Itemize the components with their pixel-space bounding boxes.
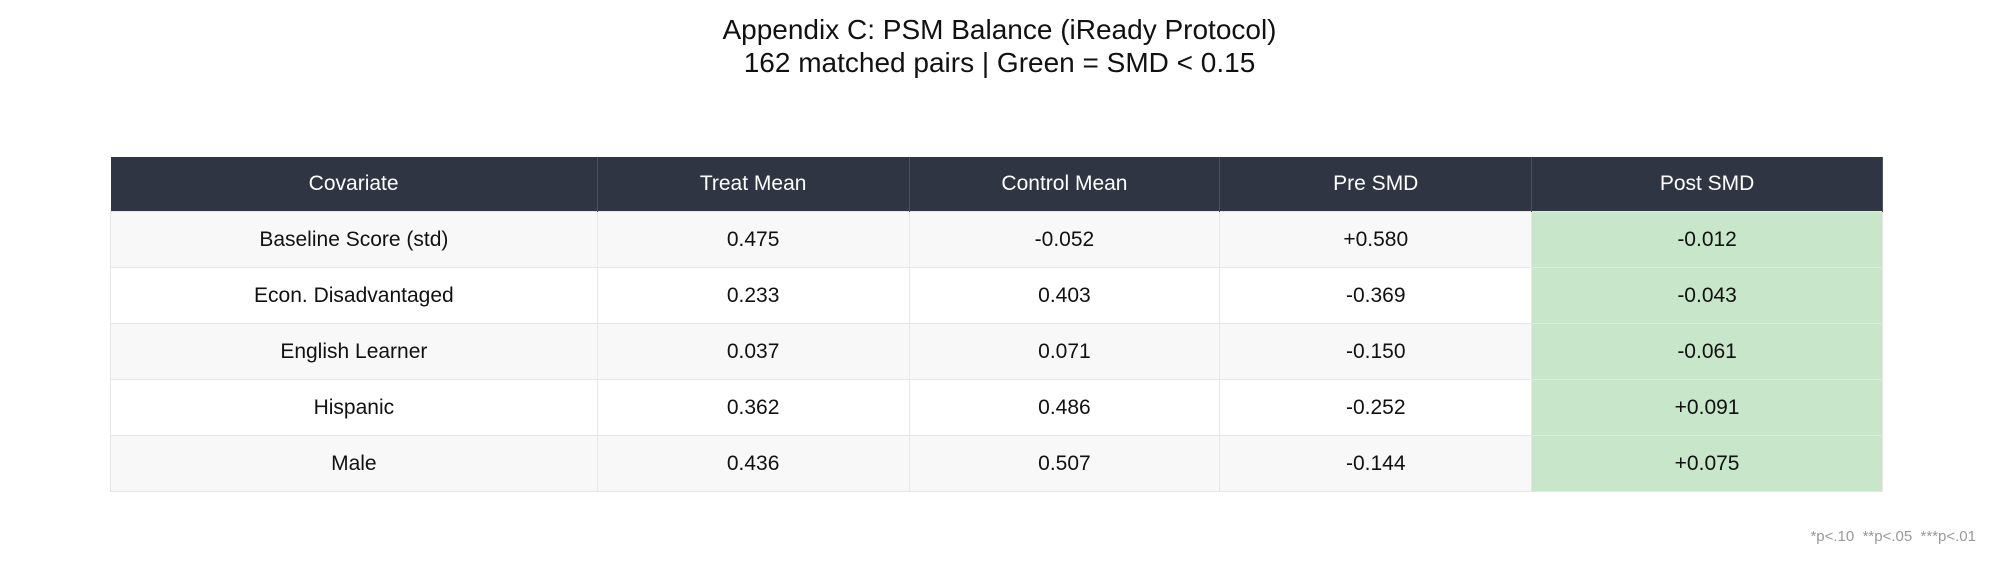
table-cell: -0.043 bbox=[1531, 267, 1883, 324]
table-cell: Baseline Score (std) bbox=[110, 211, 598, 268]
table-cell: Econ. Disadvantaged bbox=[110, 267, 598, 324]
table-cell: -0.252 bbox=[1219, 379, 1533, 436]
table-body: Baseline Score (std) 0.475 -0.052 +0.580 -0.… bbox=[110, 211, 1883, 492]
table-row: Econ. Disadvantaged 0.233 0.403 -0.369 -0.04… bbox=[110, 267, 1883, 324]
table-row: Male 0.436 0.507 -0.144 +0.075 bbox=[110, 435, 1883, 492]
table-cell: -0.369 bbox=[1219, 267, 1533, 324]
table-cell: -0.150 bbox=[1219, 323, 1533, 380]
column-header: Covariate bbox=[110, 157, 598, 212]
title: Appendix C: PSM Balance (iReady Protocol… bbox=[722, 14, 1277, 45]
column-header: Post SMD bbox=[1531, 157, 1883, 212]
footnote: *p<.10 **p<.05 ***p<.01 bbox=[1810, 528, 1976, 545]
table-cell: -0.052 bbox=[908, 211, 1221, 268]
column-header: Control Mean bbox=[909, 157, 1221, 212]
table-cell: 0.486 bbox=[908, 379, 1221, 436]
table-row: English Learner 0.037 0.071 -0.150 -0.061 bbox=[110, 323, 1883, 380]
table-cell: 0.475 bbox=[596, 211, 910, 268]
table-cell: +0.580 bbox=[1219, 211, 1533, 268]
table-cell: 0.507 bbox=[908, 435, 1221, 492]
column-header: Treat Mean bbox=[597, 157, 910, 212]
table-cell: 0.362 bbox=[596, 379, 910, 436]
table-cell: 0.403 bbox=[908, 267, 1221, 324]
table-cell: 0.037 bbox=[596, 323, 910, 380]
balance-table: Covariate Treat Mean Control Mean Pre SMD Po… bbox=[110, 157, 1883, 492]
table-cell: +0.091 bbox=[1531, 379, 1883, 436]
table-row: Baseline Score (std) 0.475 -0.052 +0.580 -0.… bbox=[110, 211, 1883, 268]
header-row: Covariate Treat Mean Control Mean Pre SMD Po… bbox=[110, 157, 1883, 212]
table-cell: 0.071 bbox=[908, 323, 1221, 380]
table-cell: English Learner bbox=[110, 323, 598, 380]
table-cell: Male bbox=[110, 435, 598, 492]
subtitle: 162 matched pairs | Green = SMD < 0.15 bbox=[743, 47, 1256, 78]
table-cell: +0.075 bbox=[1531, 435, 1883, 492]
table-cell: 0.233 bbox=[596, 267, 910, 324]
table-cell: -0.144 bbox=[1219, 435, 1533, 492]
table-cell: 0.436 bbox=[596, 435, 910, 492]
table-row: Hispanic 0.362 0.486 -0.252 +0.091 bbox=[110, 379, 1883, 436]
table-cell: Hispanic bbox=[110, 379, 598, 436]
table-cell: -0.012 bbox=[1531, 211, 1883, 268]
column-header: Pre SMD bbox=[1219, 157, 1533, 212]
table-cell: -0.061 bbox=[1531, 323, 1883, 380]
